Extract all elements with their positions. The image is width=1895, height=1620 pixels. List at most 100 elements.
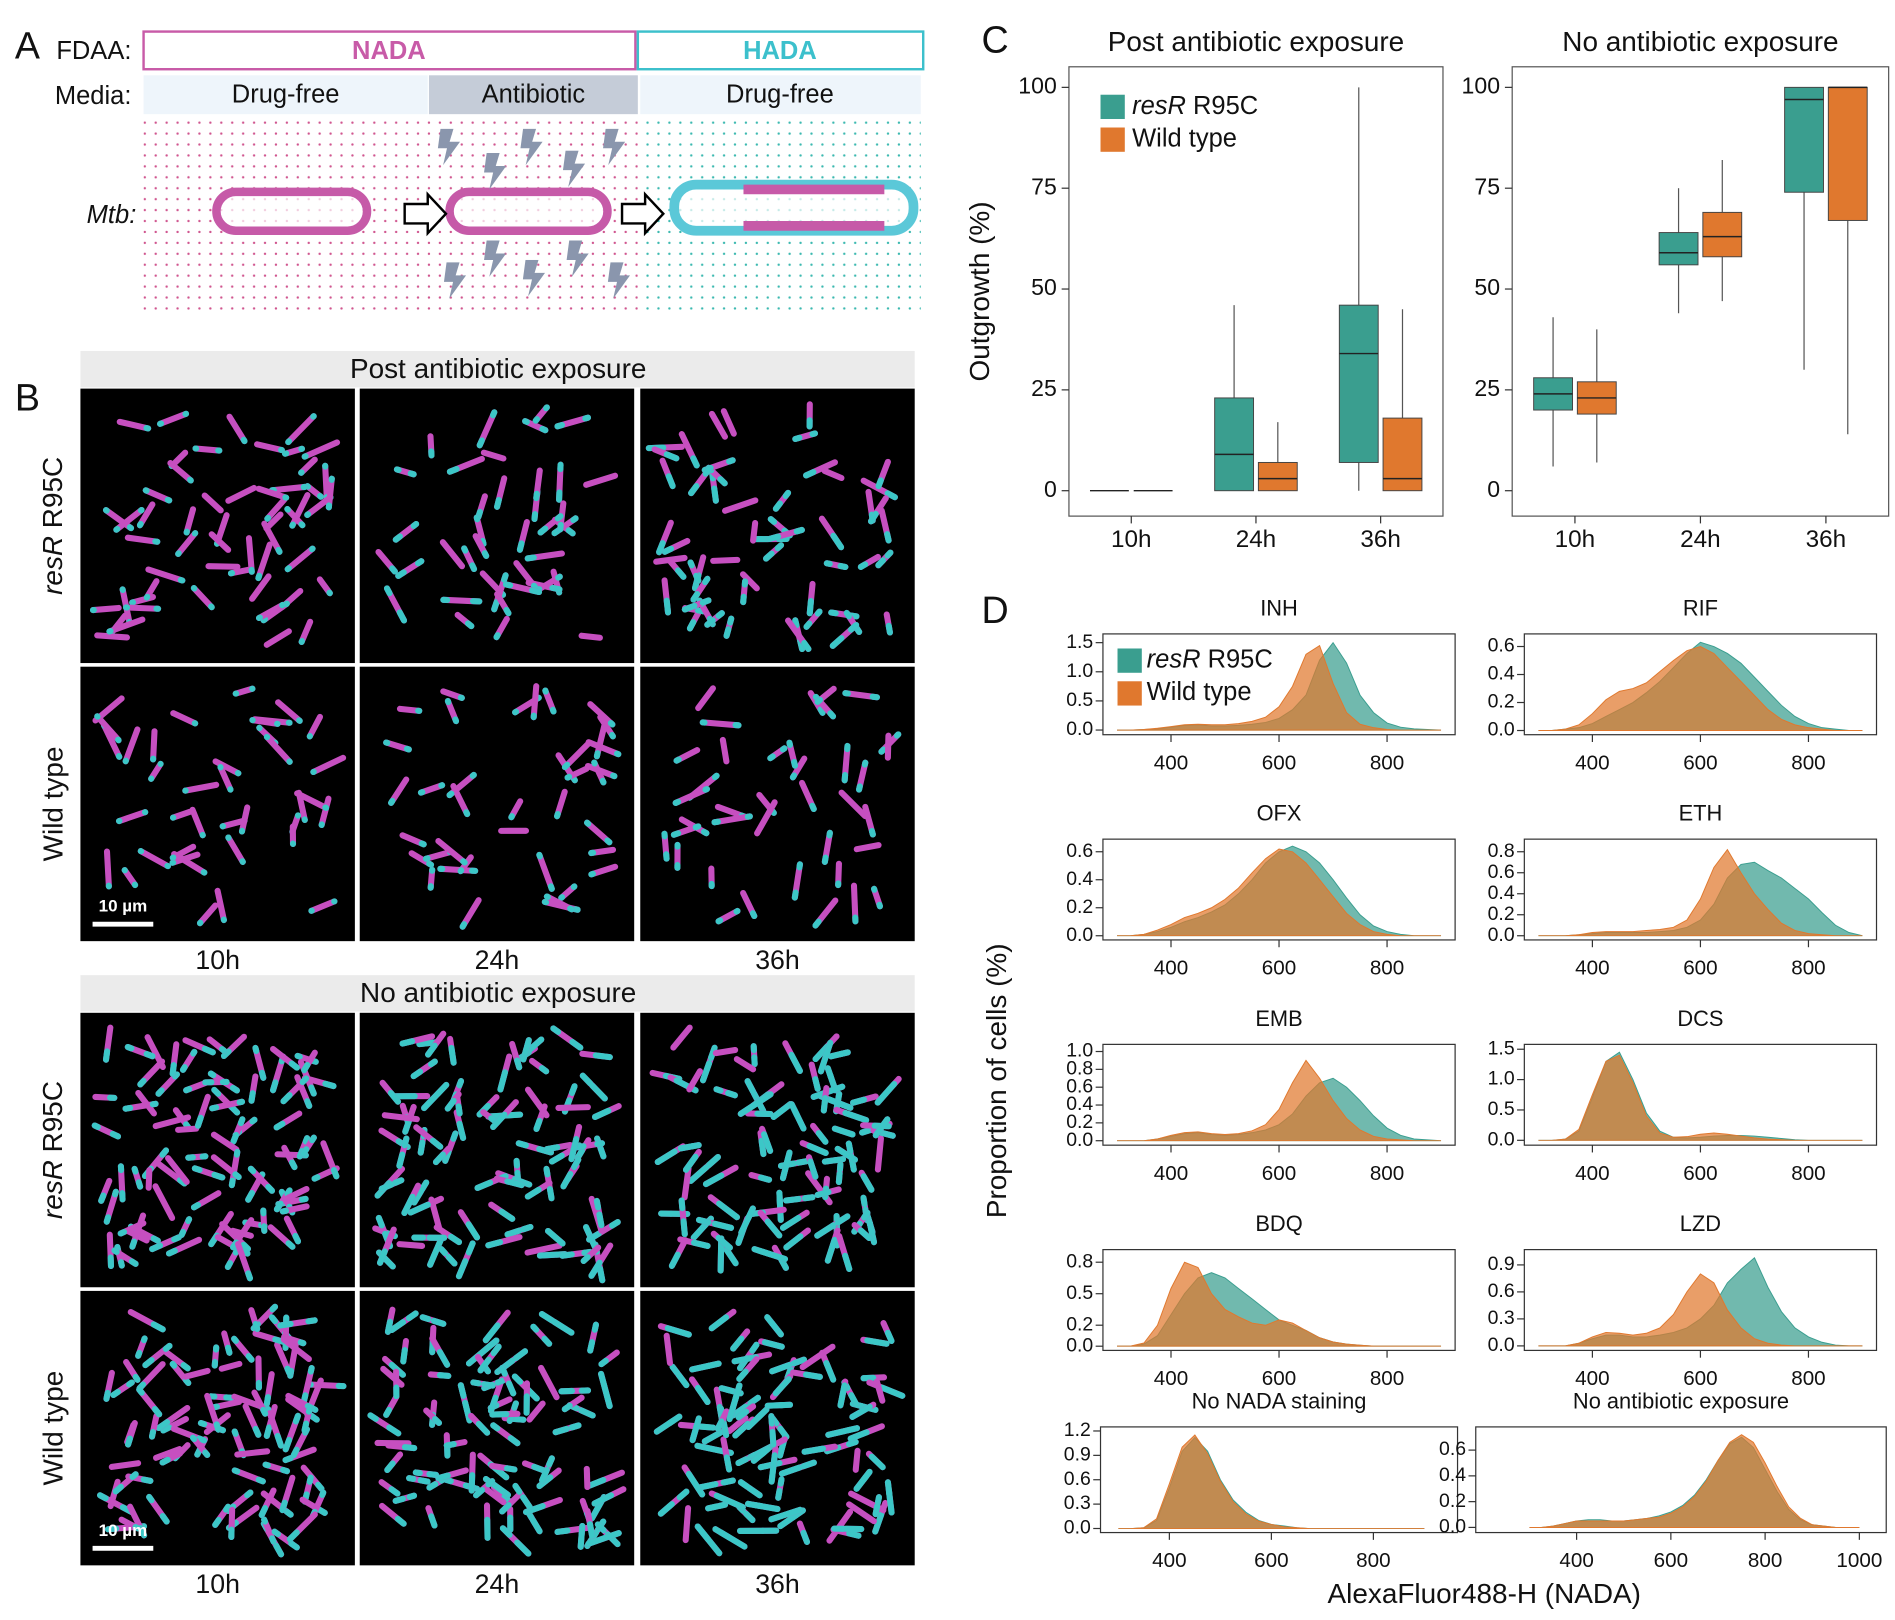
cell-new-wall [827,1083,846,1095]
cell-new-wall [308,1084,317,1097]
cell [205,563,241,570]
y-tick-label: 0.0 [1064,1517,1091,1539]
cell-new-wall [505,1111,524,1119]
cell-new-wall [570,515,579,524]
cell-new-wall [514,1539,532,1557]
chart-title: Post antibiotic exposure [1108,26,1404,57]
cell-new-wall [608,1219,621,1229]
cell-new-wall [723,1454,733,1473]
cell-new-wall [690,591,701,603]
panel-label: C [982,18,1009,60]
time-label: 24h [475,1569,520,1599]
cell-new-wall [554,422,566,430]
cell-new-wall [523,1037,532,1050]
cell-new-wall [663,597,672,616]
cell-new-wall [136,1386,145,1396]
cell-new-wall [711,1220,735,1231]
cell-new-wall [846,1530,862,1539]
cell-new-wall [268,1314,279,1325]
cell-new-wall [783,1233,804,1251]
cell-new-wall [604,837,613,846]
cell-new-wall [150,1321,166,1333]
cell-new-wall [446,465,460,475]
x-tick-label: 400 [1152,1549,1186,1572]
cell-new-wall [460,858,468,866]
media-label: Drug-free [726,81,834,109]
cell-new-wall [220,1048,232,1060]
cell [275,699,303,724]
cell [821,467,845,482]
cell-new-wall [690,455,700,469]
cell-new-wall [692,823,702,831]
cell-new-wall [236,1098,246,1106]
cell [175,1125,200,1133]
cell-new-wall [117,1259,125,1269]
cell [255,541,273,582]
cell-new-wall [426,1471,440,1478]
cell-new-wall [159,1147,170,1158]
cell-new-wall [520,1494,533,1511]
x-tick-label: 800 [1370,751,1404,774]
cell-new-wall [594,1521,607,1534]
cell-new-wall [280,1092,293,1105]
y-tick-label: 1.2 [1064,1419,1091,1441]
cell-new-wall [847,1429,870,1442]
cell-new-wall [673,756,682,764]
y-tick-label: 25 [1474,375,1500,401]
y-tick-label: 0.2 [1488,903,1515,925]
cell-new-wall [260,616,269,624]
cell [481,1484,507,1506]
cell [308,898,338,914]
cell-new-wall [588,870,596,878]
cell-new-wall [764,1218,783,1239]
cell-new-wall [761,1131,774,1154]
gene-name: resR [37,1160,68,1219]
cell-new-wall [97,1492,109,1502]
cell-new-wall [194,1114,204,1129]
cell-new-wall [392,533,403,543]
cell-new-wall [264,514,272,522]
cells [89,410,341,648]
cell-new-wall [533,1117,543,1132]
cell-new-wall [140,1476,154,1484]
distribution [1529,1434,1860,1528]
cell-new-wall [406,1475,417,1482]
cell-new-wall [845,1438,859,1448]
box [1784,86,1824,193]
x-tick-label: 600 [1683,1367,1717,1390]
cell [524,1242,563,1256]
scale-bar-label: 10 µm [99,897,148,916]
cell-new-wall [708,1314,730,1332]
cell-new-wall [131,1165,139,1175]
cell-new-wall [501,1493,513,1505]
cell-new-wall [189,1434,198,1443]
cell-new-wall [885,622,893,636]
cell-new-wall [461,545,469,554]
cell-new-wall [499,1364,508,1377]
cell-new-wall [783,1195,802,1204]
cell-new-wall [757,1174,773,1183]
cell [152,1114,192,1130]
legend-label: Wild type [1147,678,1252,706]
time-label: 36h [755,945,800,975]
cell-new-wall [284,565,292,573]
cell-new-wall [732,1382,743,1403]
y-tick-label: 0.0 [1066,924,1093,946]
cell-new-wall [469,771,477,779]
y-tick-label: 0.6 [1488,861,1515,883]
cell-new-wall [252,1044,260,1054]
cell-new-wall [103,1389,111,1402]
cell-new-wall [568,1422,582,1431]
cell-new-wall [788,1051,803,1074]
cell-new-wall [876,901,883,910]
cell-new-wall [485,1478,496,1488]
cell-new-wall [824,1236,838,1264]
cell-new-wall [705,1154,721,1169]
cell-new-wall [835,1170,843,1186]
gene-name: resR [1147,645,1201,673]
cell-new-wall [224,1260,233,1271]
y-tick-label: 0.0 [1488,1334,1515,1356]
cell-new-wall [319,1489,327,1499]
cell-new-wall [490,1422,501,1432]
